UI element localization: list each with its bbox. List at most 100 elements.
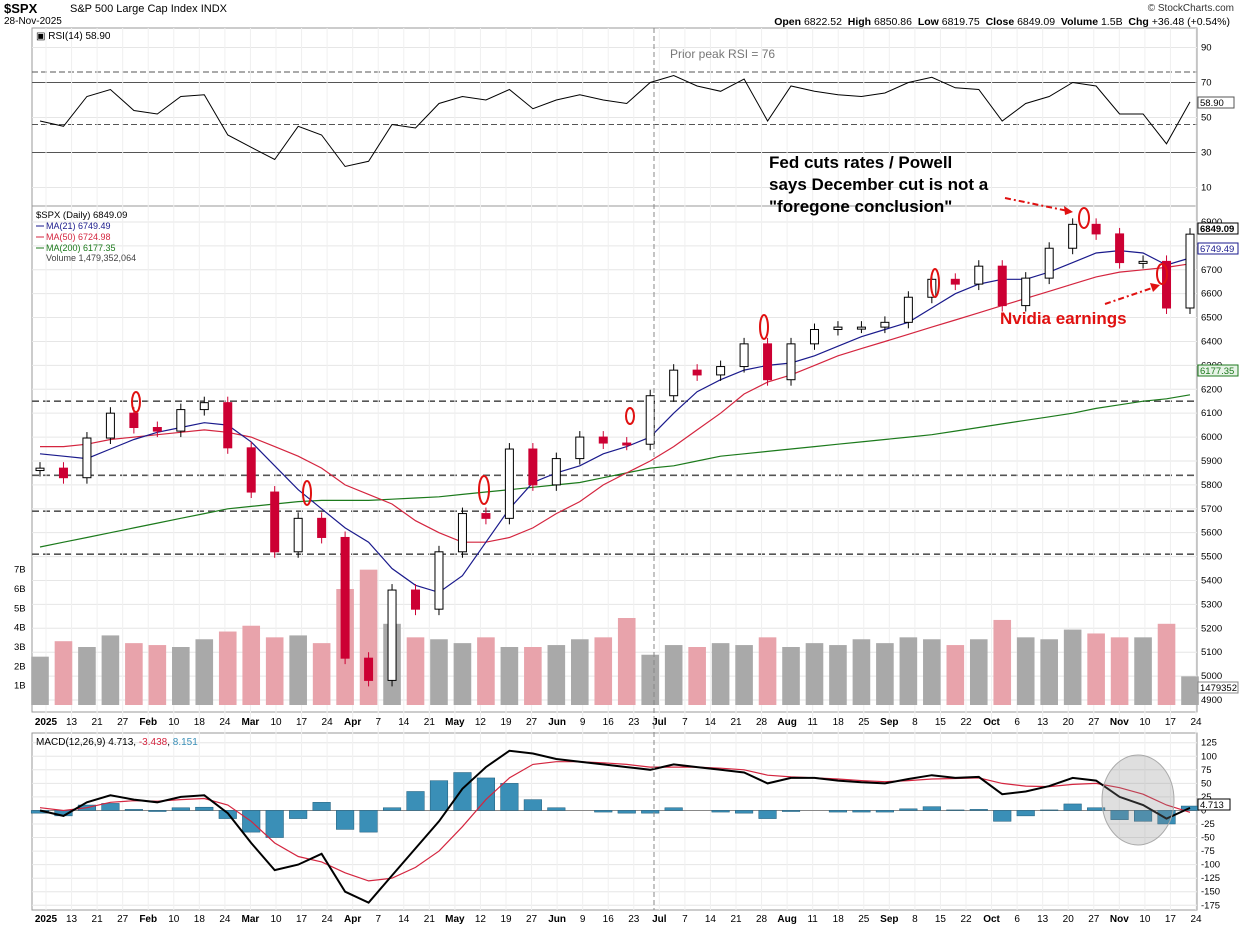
volume-bar <box>594 637 613 705</box>
rsi-tick-label: 50 <box>1201 113 1212 124</box>
price-tick-label: 6700 <box>1201 265 1222 276</box>
price-candle <box>223 402 233 449</box>
macd-tick-label: 25 <box>1201 792 1212 803</box>
price-candle <box>786 343 796 381</box>
rsi-last-tag: 58.90 <box>1197 96 1235 109</box>
x-tick-label: 2025 <box>35 914 58 925</box>
macd-tick-label: 0 <box>1201 805 1206 816</box>
macd-tick-label: -25 <box>1201 819 1215 830</box>
x-tick-label: 7 <box>375 717 381 728</box>
price-candle <box>270 491 280 553</box>
x-tick-label: Nov <box>1110 914 1129 925</box>
x-tick-label: Sep <box>880 717 898 728</box>
volume-bar <box>1157 623 1176 705</box>
high-value: 6850.86 <box>874 16 912 28</box>
x-tick-label: 20 <box>1063 717 1075 728</box>
price-tick-label: 5000 <box>1201 671 1222 682</box>
x-tick-label: May <box>445 717 465 728</box>
volume-bar <box>570 639 589 705</box>
volume-bar <box>242 625 261 705</box>
price-candle <box>457 513 467 553</box>
macd-histogram-bar <box>711 810 730 813</box>
macd-histogram-bar <box>406 791 425 811</box>
price-candle <box>716 366 726 376</box>
macd-tick-label: -75 <box>1201 846 1215 857</box>
x-tick-label: Mar <box>242 914 260 925</box>
price-candle <box>340 536 350 659</box>
price-tick-label: 6200 <box>1201 384 1222 395</box>
price-candle <box>833 326 843 331</box>
volume-bar <box>876 643 894 705</box>
macd-histogram-bar <box>289 810 308 819</box>
price-candle <box>880 321 890 328</box>
x-tick-label: 24 <box>219 717 231 728</box>
x-tick-label: 12 <box>475 717 487 728</box>
index-name-text: S&P 500 Large Cap Index <box>70 3 198 15</box>
x-tick-label: 14 <box>398 717 410 728</box>
volume-bar <box>289 635 307 705</box>
macd-histogram-bar <box>664 807 683 811</box>
fed-annotation-line1: Fed cuts rates / Powell <box>769 153 952 172</box>
x-tick-label: 7 <box>682 717 688 728</box>
volume-bar <box>1087 633 1105 705</box>
macd-tick-label: -175 <box>1201 900 1220 911</box>
x-tick-label: 28 <box>756 914 768 925</box>
macd-histogram-bar <box>382 807 402 811</box>
earnings-circle-feb <box>302 480 312 506</box>
macd-tick-label: -50 <box>1201 833 1215 844</box>
price-candle <box>739 343 749 368</box>
volume-bar <box>477 637 495 705</box>
ma21-last-tag: 6749.49 <box>1197 242 1239 255</box>
volume-bar <box>1110 637 1129 705</box>
x-tick-label: 19 <box>500 914 512 925</box>
index-name: S&P 500 Large Cap Index INDX <box>70 3 227 15</box>
macd-histogram-bar <box>547 807 566 811</box>
x-tick-label: 17 <box>1165 717 1177 728</box>
x-tick-label: 23 <box>628 914 640 925</box>
price-candle <box>129 412 139 429</box>
macd-highlight <box>1101 754 1175 846</box>
svg-text:6849.09: 6849.09 <box>1200 224 1234 235</box>
volume-bar <box>1181 676 1199 705</box>
macd-histogram-bar <box>523 799 542 811</box>
macd-histogram-bar <box>969 809 988 811</box>
rsi-peak-note: Prior peak RSI = 76 <box>670 47 775 61</box>
x-tick-label: 9 <box>580 914 586 925</box>
x-tick-label: 27 <box>1088 717 1100 728</box>
x-tick-label: Aug <box>777 717 796 728</box>
macd-tick-label: -150 <box>1201 887 1220 898</box>
volume-bar <box>782 647 800 705</box>
volume-bar <box>125 643 143 705</box>
volume-bar <box>148 645 167 705</box>
rsi-tick-label: 10 <box>1201 183 1212 194</box>
macd-histogram-bar <box>124 809 143 811</box>
macd-histogram-bar <box>1157 810 1176 825</box>
macd-signal-line <box>39 761 1191 882</box>
price-panel <box>35 218 1195 687</box>
macd-histogram-bar <box>641 810 660 814</box>
x-tick-label: 14 <box>705 717 717 728</box>
fed-annotation-line2: says December cut is not a <box>769 175 989 194</box>
nvidia-arrow <box>1104 285 1159 305</box>
macd-histogram-bar <box>429 780 449 811</box>
price-tick-label: 6000 <box>1201 432 1222 443</box>
price-candle <box>434 551 444 610</box>
price-tick-label: 6600 <box>1201 289 1222 300</box>
macd-tick-label: 100 <box>1201 751 1217 762</box>
macd-histogram-bar <box>1134 810 1153 822</box>
x-tick-label: 25 <box>858 914 870 925</box>
volume-bar <box>54 641 73 705</box>
macd-tick-label: 125 <box>1201 738 1217 749</box>
volume-bar <box>969 639 988 705</box>
price-candle <box>1185 233 1195 309</box>
x-tick-label: 18 <box>833 914 845 925</box>
x-tick-label: Mar <box>242 717 260 728</box>
price-tick-label: 6900 <box>1201 217 1222 228</box>
macd-histogram-bar <box>946 809 965 811</box>
volume-value: 1.5B <box>1100 16 1123 28</box>
price-candle <box>364 657 374 681</box>
x-tick-label: 24 <box>322 914 334 925</box>
macd-histogram-bar <box>758 810 777 819</box>
volume-legend: Volume 1,479,352,064 <box>46 253 136 263</box>
